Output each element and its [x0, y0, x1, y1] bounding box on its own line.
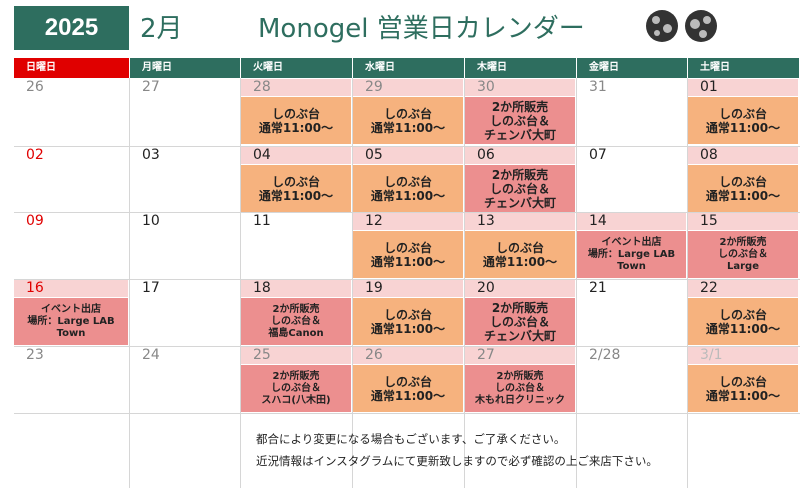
day-number: 14 — [577, 213, 686, 230]
event-block: しのぶ台 通常11:00～ — [688, 97, 798, 144]
grid-divider — [14, 413, 800, 414]
weekday-header: 金曜日 — [577, 58, 687, 78]
day-number: 20 — [465, 280, 575, 297]
event-block: イベント出店 場所：Large LAB Town — [577, 231, 686, 278]
weekday-header: 木曜日 — [465, 58, 576, 78]
month-label: 2月 — [140, 14, 183, 44]
calendar-title: Monogel 営業日カレンダー — [258, 14, 585, 44]
grid-divider — [352, 78, 353, 488]
day-number: 13 — [465, 213, 575, 230]
logo-icon — [685, 10, 718, 42]
day-number: 26 — [353, 347, 463, 364]
event-block: しのぶ台 通常11:00～ — [353, 97, 463, 144]
brand-logos — [646, 10, 719, 44]
event-block: 2か所販売 しのぶ台＆ 福島Canon — [241, 298, 351, 345]
day-number: 16 — [14, 280, 128, 297]
grid-divider — [687, 78, 688, 488]
grid-divider — [576, 78, 577, 488]
grid-divider — [129, 78, 130, 488]
weekday-header: 月曜日 — [130, 58, 240, 78]
event-block: しのぶ台 通常11:00～ — [353, 231, 463, 278]
grid-divider — [14, 146, 800, 147]
day-number: 25 — [241, 347, 351, 364]
day-number: 07 — [589, 147, 607, 163]
day-number: 28 — [241, 79, 351, 96]
event-block: 2か所販売 しのぶ台＆ スハコ(八木田) — [241, 365, 351, 412]
grid-divider — [14, 212, 800, 213]
day-number: 02 — [26, 147, 44, 163]
day-number: 27 — [142, 79, 160, 95]
day-number: 27 — [465, 347, 575, 364]
event-block: しのぶ台 通常11:00～ — [353, 165, 463, 212]
year-label: 2025 — [14, 6, 129, 50]
day-number: 06 — [465, 147, 575, 164]
day-number: 24 — [142, 347, 160, 363]
notice-text-2: 近況情報はインスタグラムにて更新致しますので必ず確認の上ご来店下さい。 — [256, 454, 658, 468]
day-number: 05 — [353, 147, 463, 164]
event-block: 2か所販売 しのぶ台＆ Large — [688, 231, 798, 278]
day-number: 30 — [465, 79, 575, 96]
day-number: 10 — [142, 213, 160, 229]
grid-divider — [464, 78, 465, 488]
grid-divider — [14, 346, 800, 347]
event-block: 2か所販売 しのぶ台＆ チェンバ大町 — [465, 298, 575, 345]
day-number: 22 — [688, 280, 798, 297]
event-block: 2か所販売 しのぶ台＆ 木もれ日クリニック — [465, 365, 575, 412]
day-number: 29 — [353, 79, 463, 96]
grid-divider — [14, 279, 800, 280]
notice-text-1: 都合により変更になる場合もございます、ご了承ください。 — [256, 432, 566, 446]
event-block: しのぶ台 通常11:00～ — [688, 298, 798, 345]
event-block: しのぶ台 通常11:00～ — [241, 165, 351, 212]
day-number: 23 — [26, 347, 44, 363]
day-number: 03 — [142, 147, 160, 163]
weekday-header: 日曜日 — [14, 58, 129, 78]
event-block: しのぶ台 通常11:00～ — [688, 165, 798, 212]
logo-icon — [646, 10, 678, 42]
day-number: 3/1 — [688, 347, 798, 364]
day-number: 17 — [142, 280, 160, 296]
event-block: しのぶ台 通常11:00～ — [241, 97, 351, 144]
day-number: 08 — [688, 147, 798, 164]
event-block: しのぶ台 通常11:00～ — [465, 231, 575, 278]
event-block: 2か所販売 しのぶ台＆ チェンバ大町 — [465, 165, 575, 212]
event-block: しのぶ台 通常11:00～ — [353, 365, 463, 412]
event-block: しのぶ台 通常11:00～ — [353, 298, 463, 345]
day-number: 12 — [353, 213, 463, 230]
weekday-header: 水曜日 — [353, 58, 464, 78]
day-number: 11 — [253, 213, 271, 229]
grid-divider — [240, 78, 241, 488]
day-number: 31 — [589, 79, 607, 95]
event-block: しのぶ台 通常11:00～ — [688, 365, 798, 412]
weekday-header: 土曜日 — [688, 58, 799, 78]
day-number: 19 — [353, 280, 463, 297]
day-number: 09 — [26, 213, 44, 229]
day-number: 15 — [688, 213, 798, 230]
day-number: 26 — [26, 79, 44, 95]
event-block: 2か所販売 しのぶ台＆ チェンバ大町 — [465, 97, 575, 144]
day-number: 21 — [589, 280, 607, 296]
weekday-header: 火曜日 — [241, 58, 352, 78]
day-number: 04 — [241, 147, 351, 164]
day-number: 01 — [688, 79, 798, 96]
day-number: 2/28 — [589, 347, 621, 363]
event-block: イベント出店 場所：Large LAB Town — [14, 298, 128, 345]
day-number: 18 — [241, 280, 351, 297]
